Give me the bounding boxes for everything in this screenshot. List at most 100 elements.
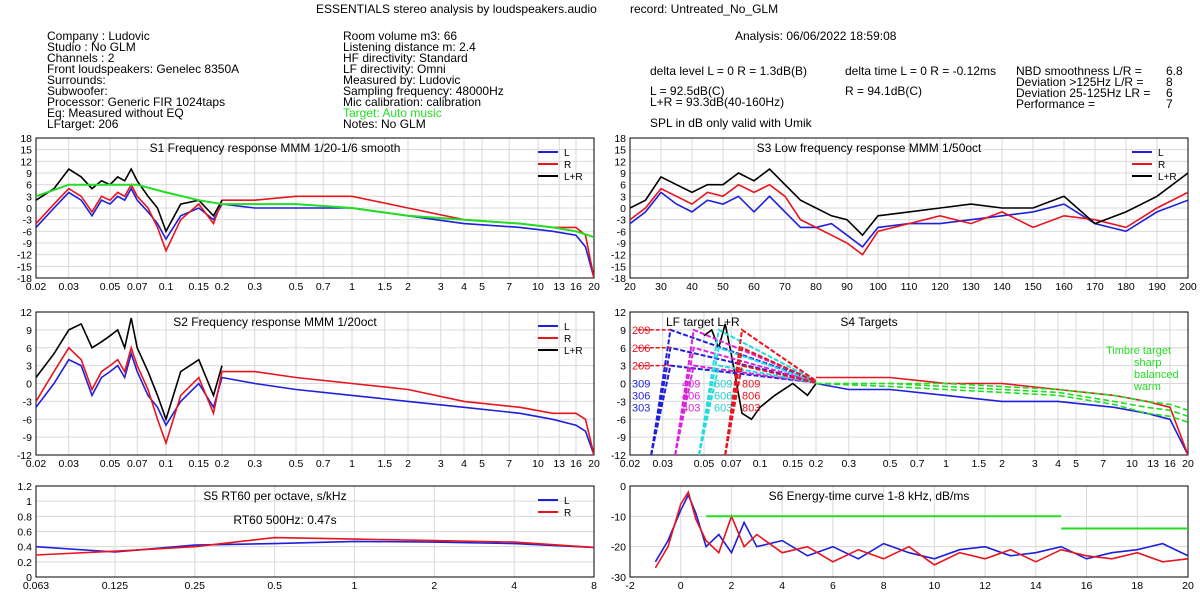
y-tick-label: 6: [620, 180, 626, 192]
x-tick-label: 0.5: [289, 458, 304, 470]
y-tick-label: 12: [20, 156, 32, 168]
perf-value: 7: [1166, 97, 1173, 111]
y-tick-label: -20: [611, 542, 626, 554]
legend-label: L+R: [564, 172, 583, 183]
x-tick-label: 150: [1024, 281, 1042, 293]
lf-label-red: 203: [632, 361, 650, 373]
x-tick-label: 190: [1148, 281, 1166, 293]
legend-label: R: [564, 160, 571, 171]
x-tick-label: 0.7: [316, 281, 331, 293]
chart-s4: 0.02 0.03 0.05 0.07 0.1 0.15 0.2 0.3 0.5 0.7 1 1.5 2…: [611, 307, 1194, 470]
x-tick-label: 0.3: [247, 458, 262, 470]
y-tick-label: 12: [614, 156, 626, 168]
x-tick-label: 5: [1073, 458, 1079, 470]
plot-frame: [629, 311, 1189, 456]
x-tick-label: 0.15: [189, 458, 210, 470]
x-tick-label: 7: [506, 458, 512, 470]
y-tick-label: -15: [611, 261, 626, 273]
series-l-line: [36, 186, 594, 278]
x-tick-label: 0.07: [127, 281, 148, 293]
legend-label: L+R: [564, 346, 583, 357]
x-tick-label: 1.5: [377, 281, 392, 293]
x-tick-label: 2: [999, 458, 1005, 470]
x-tick-label: 0.07: [721, 458, 742, 470]
y-tick-label: -9: [23, 432, 32, 444]
chart-title: S6 Energy-time curve 1-8 kHz, dB/ms: [769, 489, 970, 503]
series-l-line: [815, 382, 1188, 455]
x-tick-label: 1.5: [971, 458, 986, 470]
x-tick-label: 16: [1164, 458, 1176, 470]
chart-s5: 0.063 0.125 0.25 0.5 1 2 4 8 1.2 1 0.8 0.6 0.4 0.2 0 S5…: [17, 481, 597, 592]
lf-target-cyan: [698, 364, 817, 455]
x-tick-label: 1: [352, 580, 358, 592]
info-left-line: Channels : 2: [47, 51, 115, 65]
y-tick-label: 18: [20, 133, 32, 145]
info-left-line: Processor: Generic FIR 1024taps: [47, 95, 226, 109]
y-tick-label: 9: [26, 325, 32, 337]
x-tick-label: 7: [506, 281, 512, 293]
series-warm-line: [815, 382, 1188, 423]
y-tick-label: -9: [23, 238, 32, 250]
spl-note: SPL in dB only valid with Umik: [650, 116, 812, 130]
y-tick-label: 3: [620, 191, 626, 203]
x-tick-label: 0.03: [653, 458, 674, 470]
series-r-line: [36, 345, 594, 455]
y-tick-label: -12: [611, 450, 626, 462]
lf-label-red: 206: [632, 343, 650, 355]
y-tick-label: -15: [17, 261, 32, 273]
y-tick-label: -18: [611, 273, 626, 285]
y-tick-label: 6: [26, 180, 32, 192]
x-tick-label: 5: [479, 281, 485, 293]
y-tick-label: 0.4: [17, 542, 32, 554]
series-l-line: [36, 350, 594, 455]
y-tick-label: 0: [26, 203, 32, 215]
x-tick-label: 0.5: [267, 580, 282, 592]
x-tick-label: 140: [993, 281, 1011, 293]
timbre-label: sharp: [1134, 357, 1162, 369]
y-tick-label: -9: [617, 432, 626, 444]
y-tick-label: -18: [17, 273, 32, 285]
record-name: record: Untreated_No_GLM: [630, 2, 779, 16]
lf-target-red: [724, 346, 817, 455]
x-tick-label: 4: [779, 580, 785, 592]
y-tick-label: 0: [620, 379, 626, 391]
x-tick-label: 14: [1030, 580, 1042, 592]
x-tick-label: 30: [655, 281, 667, 293]
series-r-line: [816, 376, 1188, 455]
legend-label: R: [564, 508, 571, 519]
info-notes: Notes: No GLM: [343, 117, 426, 131]
dev25-label: Deviation 25-125Hz LR =: [1016, 86, 1151, 100]
info-left-line: Studio : No GLM: [47, 40, 136, 54]
x-tick-label: 0.03: [59, 281, 80, 293]
x-tick-label: 0.15: [189, 281, 210, 293]
y-tick-label: 0: [620, 481, 626, 493]
y-tick-label: 18: [614, 133, 626, 145]
x-tick-label: 0.5: [289, 281, 304, 293]
info-mid-line: Sampling frequency: 48000Hz: [343, 84, 504, 98]
series-target-line: [36, 183, 594, 239]
x-tick-label: 5: [479, 458, 485, 470]
x-tick-label: 130: [962, 281, 980, 293]
timbre-label: balanced: [1134, 369, 1179, 381]
lf-target-cyan: [698, 346, 817, 455]
x-tick-label: 16: [1081, 580, 1093, 592]
series-lr-line: [36, 167, 223, 234]
info-left-line: Surrounds:: [47, 73, 106, 87]
x-tick-label: 3: [1032, 458, 1038, 470]
x-tick-label: 0.5: [883, 458, 898, 470]
lf-target-magenta: [674, 346, 817, 455]
x-tick-label: 0.3: [841, 458, 856, 470]
info-target: Target: Auto music: [343, 106, 442, 120]
x-tick-label: 180: [1117, 281, 1135, 293]
plot-frame: [35, 485, 595, 578]
x-tick-label: 0.15: [783, 458, 804, 470]
lr-spl: L+R = 93.3dB(40-160Hz): [650, 95, 785, 109]
timbre-label: warm: [1133, 381, 1161, 393]
y-tick-label: -12: [17, 450, 32, 462]
timbre-label: Timbre target: [1106, 345, 1171, 357]
chart-title: S2 Frequency response MMM 1/20oct: [173, 315, 377, 329]
x-tick-label: 0.1: [159, 458, 174, 470]
report-title: ESSENTIALS stereo analysis by loudspeake…: [316, 2, 597, 16]
y-tick-label: 12: [20, 307, 32, 319]
lf-label-blue: 309: [632, 379, 650, 391]
